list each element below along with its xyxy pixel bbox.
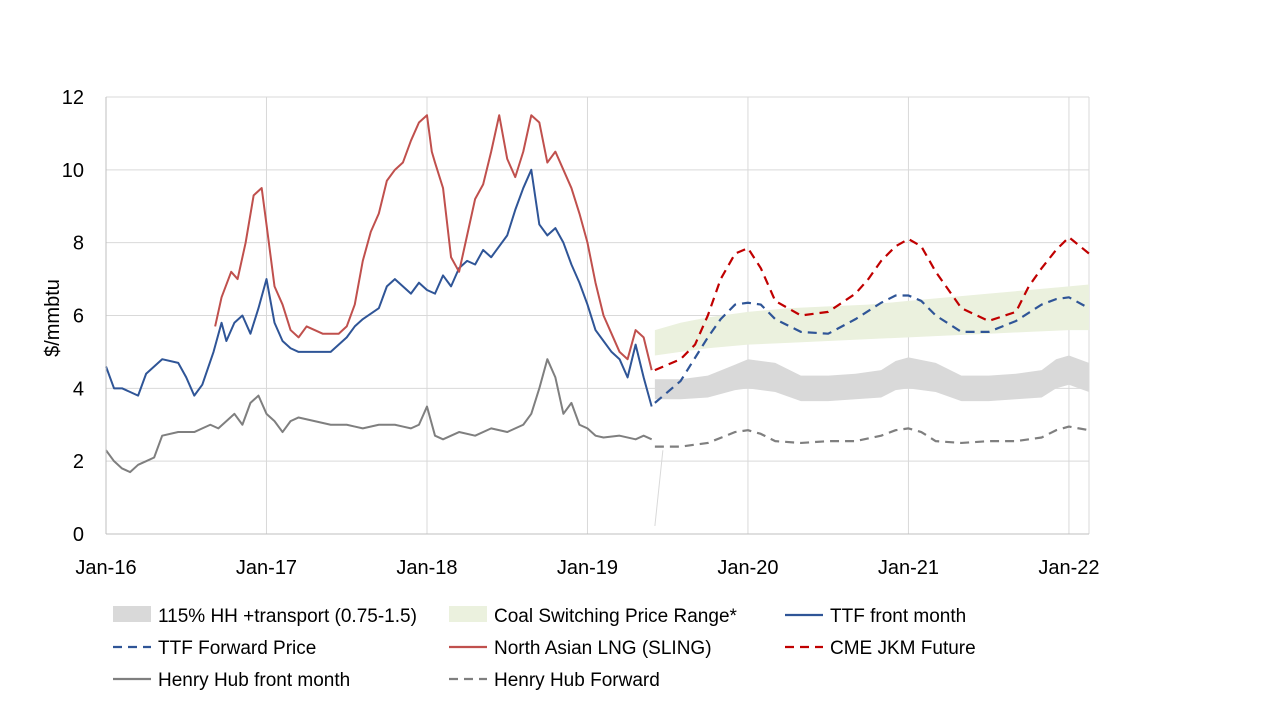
legend-item: 115% HH +transport (0.75-1.5): [113, 606, 417, 627]
band-areas: [654, 284, 1089, 402]
forecast-divider: [654, 450, 664, 527]
legend-item: Coal Switching Price Range*: [449, 606, 738, 627]
legend-label: TTF Forward Price: [158, 638, 316, 659]
legend-item: TTF Forward Price: [113, 638, 316, 659]
legend-item: Henry Hub front month: [113, 670, 350, 691]
x-tick-label: Jan-20: [717, 557, 778, 579]
series-line: [654, 236, 1090, 372]
axes: [105, 97, 1089, 535]
y-tick-label: 12: [62, 87, 84, 109]
series-line: [654, 294, 1090, 404]
y-tick-label: 6: [73, 306, 84, 328]
legend-item: TTF front month: [785, 606, 966, 627]
band-area: [654, 355, 1089, 402]
x-tick-label: Jan-21: [878, 557, 939, 579]
legend-item: Henry Hub Forward: [449, 670, 660, 691]
y-tick-label: 4: [73, 378, 84, 400]
legend-label: 115% HH +transport (0.75-1.5): [158, 606, 417, 627]
series-line: [105, 168, 653, 407]
legend-label: TTF front month: [830, 606, 966, 627]
legend-label: Henry Hub front month: [158, 670, 350, 691]
x-tick-label: Jan-19: [557, 557, 618, 579]
series-line: [654, 425, 1090, 448]
x-tick-label: Jan-17: [236, 557, 297, 579]
legend-label: Henry Hub Forward: [494, 670, 660, 691]
legend-item: North Asian LNG (SLING): [449, 638, 712, 659]
y-tick-label: 0: [73, 524, 84, 546]
legend: 115% HH +transport (0.75-1.5) Coal Switch…: [113, 606, 976, 691]
y-tick-label: 2: [73, 451, 84, 473]
series-lines: [105, 114, 1090, 474]
legend-label: North Asian LNG (SLING): [494, 638, 712, 659]
legend-label: Coal Switching Price Range*: [494, 606, 738, 627]
legend-swatch: [449, 606, 487, 622]
legend-item: CME JKM Future: [785, 638, 976, 659]
y-tick-label: 10: [62, 160, 84, 182]
y-tick-labels: 0 2 4 6 8 10 12: [62, 87, 84, 546]
x-tick-label: Jan-22: [1038, 557, 1099, 579]
series-line: [214, 114, 653, 371]
legend-label: CME JKM Future: [830, 638, 976, 659]
series-line: [105, 358, 653, 474]
x-tick-labels: Jan-16 Jan-17 Jan-18 Jan-19 Jan-20 Jan-21 Jan-…: [75, 557, 1099, 579]
band-area: [654, 284, 1089, 356]
legend-swatch: [113, 606, 151, 622]
y-axis-label: $/mmbtu: [42, 279, 64, 357]
y-tick-label: 8: [73, 233, 84, 255]
x-tick-label: Jan-16: [75, 557, 136, 579]
x-tick-label: Jan-18: [396, 557, 457, 579]
